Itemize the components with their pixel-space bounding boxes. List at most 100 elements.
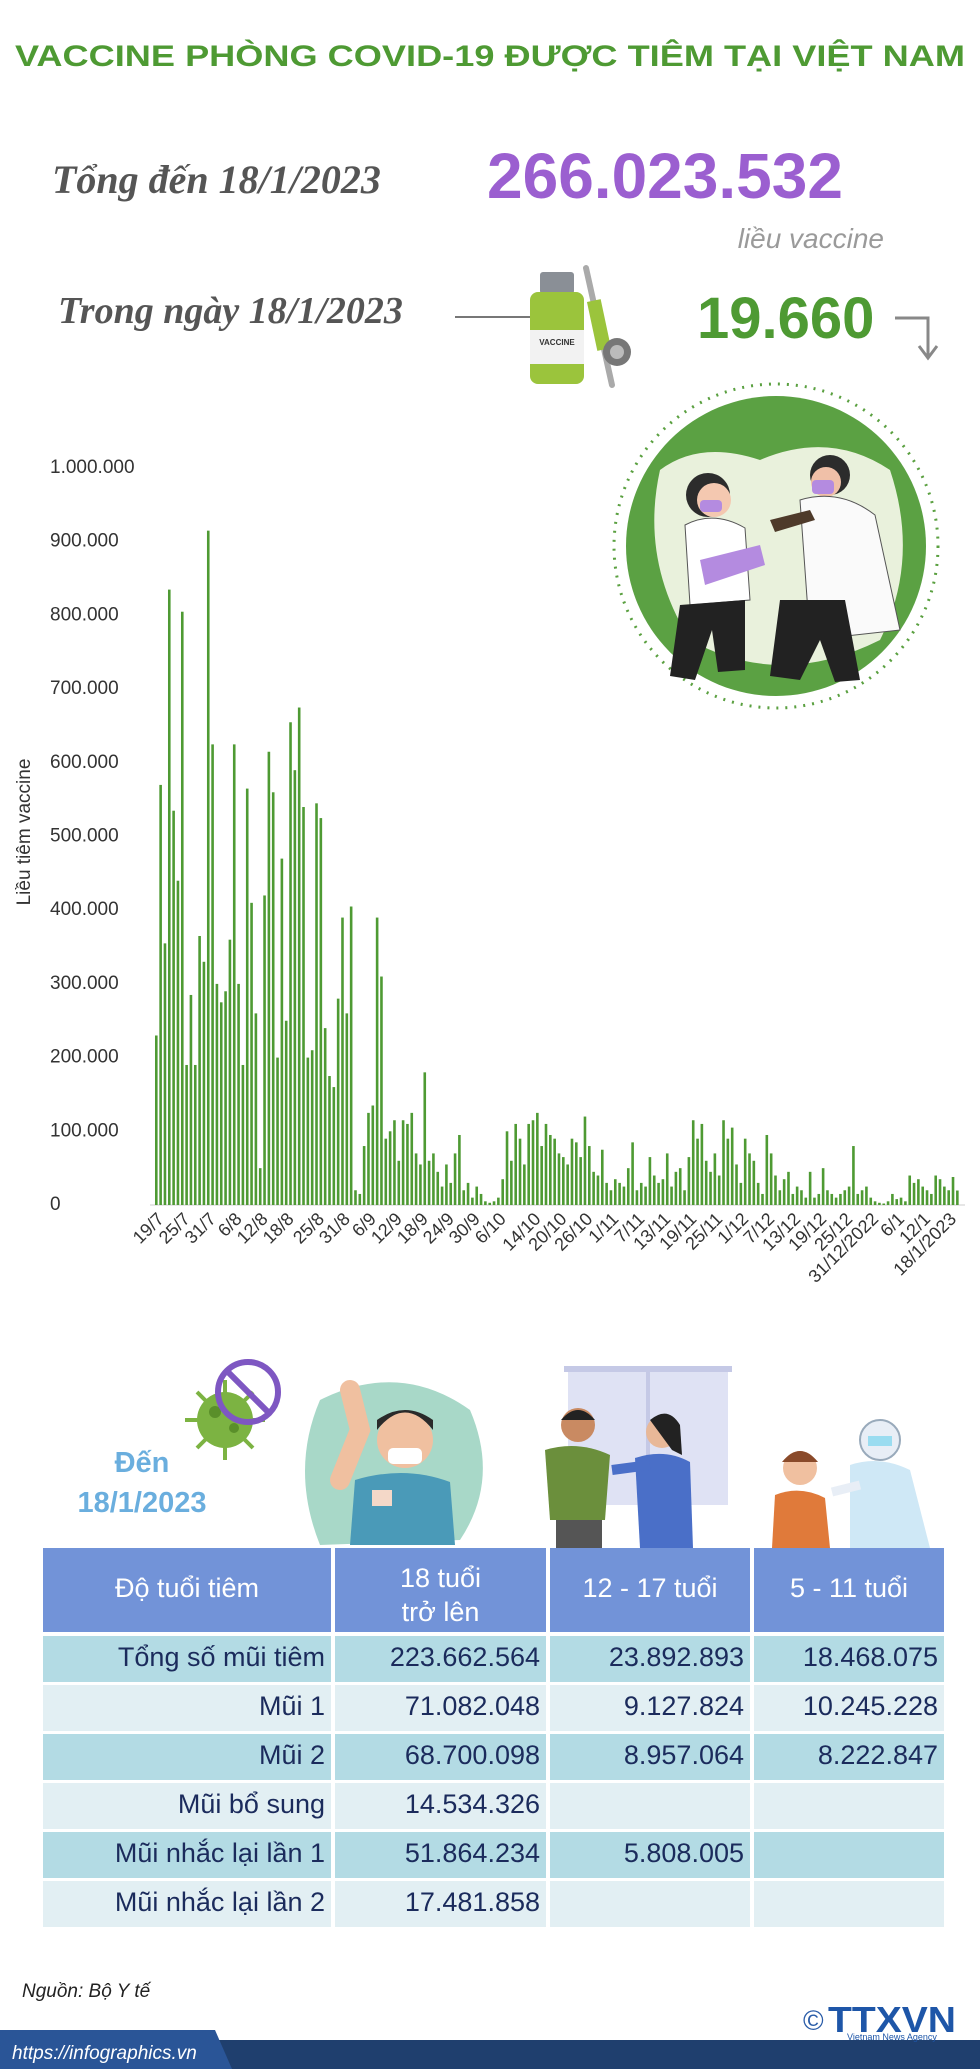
bar [466,1182,470,1205]
bar [276,1057,279,1205]
table-caption: 18/1/2023 [77,1487,206,1519]
down-arrow [895,316,939,361]
bar [423,1072,427,1205]
bar [527,1123,530,1205]
bar [951,1176,955,1205]
day-value: 19.660 [697,286,874,351]
bar [813,1197,816,1205]
bar [254,1013,258,1205]
bar [475,1186,479,1205]
bar [635,1190,639,1205]
bar [891,1193,894,1205]
header-text: trở lên [402,1597,480,1627]
bar [163,943,167,1205]
total-label: Tổng đến 18/1/2023 [52,157,381,202]
bar [362,1146,366,1205]
bar [245,788,249,1205]
bar [622,1186,626,1205]
header-text: 12 - 17 tuổi [582,1573,717,1603]
bar [488,1202,492,1205]
url[interactable]: https://infographics.vn [12,2043,197,2064]
bar [172,810,175,1205]
bar [189,994,193,1205]
bar [592,1171,595,1205]
header-cell [335,1548,546,1632]
bar [934,1175,937,1205]
title: VACCINE PHÒNG COVID-19 ĐƯỢC TIÊM TẠI VIỆ… [15,39,965,73]
cell-value: 18.468.075 [803,1642,938,1672]
total-value: 266.023.532 [487,140,843,212]
bar [639,1182,643,1205]
bar [904,1201,907,1205]
bar [899,1197,903,1205]
bar [596,1175,600,1205]
bar [600,1149,604,1205]
row-cell [335,1881,546,1927]
bar [921,1186,925,1205]
row-cell [754,1734,944,1780]
bar [735,1164,738,1205]
bar [709,1171,712,1205]
adult-illustration [305,1380,483,1545]
row-cell [550,1832,750,1878]
row-label: Mũi nhắc lại lần 2 [115,1886,325,1917]
row-label: Mũi 2 [259,1740,325,1770]
bar [908,1175,912,1205]
row-cell [335,1832,546,1878]
bar [293,770,297,1205]
row-cell [754,1685,944,1731]
bar [237,983,240,1205]
bar [484,1201,487,1205]
bar [648,1157,652,1205]
header-text: 5 - 11 tuổi [790,1573,908,1603]
cell-value: 10.245.228 [803,1691,938,1721]
y-tick-label: 1.000.000 [50,457,135,478]
bar [557,1153,561,1205]
bar [523,1164,526,1205]
bar [336,998,340,1205]
copyright: © [803,2005,824,2036]
y-tick-label: 100.000 [50,1120,119,1141]
bar [453,1153,457,1205]
day-label: Trong ngày 18/1/2023 [58,290,403,332]
bar [380,976,383,1205]
bar [782,1179,786,1205]
bar [886,1201,890,1205]
row-cell [43,1734,331,1780]
bar [626,1168,630,1205]
bar [479,1193,483,1205]
y-tick-label: 700.000 [50,678,119,699]
bar [284,1020,288,1205]
header-text: 18 tuổi [400,1563,481,1593]
bar [895,1199,899,1205]
row-label: Tổng số mũi tiêm [118,1642,325,1672]
bar [540,1146,543,1205]
cell-value: 14.534.326 [405,1789,540,1819]
row-cell [550,1734,750,1780]
row-cell [43,1783,331,1829]
bar [665,1153,669,1205]
bar [384,1138,388,1205]
bar [514,1123,517,1205]
vaccination-illustration [612,382,940,710]
y-tick-label: 900.000 [50,531,119,552]
row-cell [43,1685,331,1731]
cell-value: 68.700.098 [405,1740,540,1770]
y-tick-label: 300.000 [50,973,119,994]
bar [531,1120,535,1205]
bar [743,1138,747,1205]
bar [652,1175,656,1205]
bar [917,1179,920,1205]
bar [302,807,305,1205]
x-tick-label: 31/8 [315,1209,354,1248]
bar [938,1179,942,1205]
bar [349,906,353,1205]
bar [717,1175,721,1205]
bar [765,1134,769,1205]
bar [847,1186,851,1205]
bar [202,961,206,1205]
child-illustration [772,1419,930,1548]
bar [570,1138,574,1205]
bar [345,1013,349,1205]
bar [613,1179,617,1205]
